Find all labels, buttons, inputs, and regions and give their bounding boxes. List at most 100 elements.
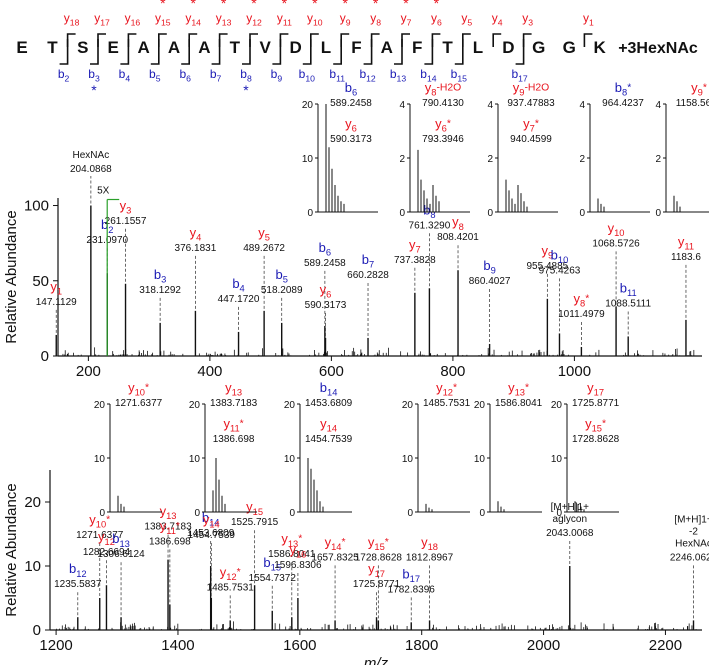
- y-tick-label: 0: [41, 348, 49, 365]
- peak-mz-label: 1282.6694: [83, 547, 131, 558]
- inset-y10star: 0 10 20 y10*1271.6377: [94, 380, 163, 519]
- residue-a: A: [168, 38, 180, 57]
- peak-ion-label: b2: [101, 217, 113, 235]
- y-cleavage-mark: [583, 33, 593, 47]
- inset-y-tick-label: 20: [189, 400, 201, 411]
- peak-ion-label: y17: [368, 561, 385, 579]
- peak-mz-label: 1453.6809: [187, 528, 235, 539]
- peak-ion-label: y5: [258, 225, 270, 243]
- inset-y-tick-label: 2: [399, 154, 405, 165]
- inset-y-tick-label: 0: [579, 208, 585, 219]
- peak-mz-label: 318.1292: [139, 285, 181, 296]
- inset-y-tick-label: 0: [407, 508, 413, 519]
- peak-ion-label: b13: [112, 531, 130, 549]
- inset-mz-label: 589.2458: [330, 98, 372, 109]
- peak-mz-label: 1657.8325: [311, 552, 359, 563]
- peak-ion-label: y14: [203, 512, 220, 530]
- peak-ion-label: y6: [320, 282, 332, 300]
- peak-ion-label: b15: [263, 555, 281, 573]
- inset-y-tick-label: 4: [399, 100, 405, 111]
- peak-mz-label: 955.4885: [527, 261, 569, 272]
- inset-mz-label: 1454.7539: [305, 434, 353, 445]
- inset-y-tick-label: 2: [579, 154, 585, 165]
- inset-ion-label: b6: [345, 80, 357, 98]
- glyco-star: *: [221, 0, 227, 11]
- inset-y-tick-label: 10: [474, 454, 486, 465]
- y-fragment-label: y8: [370, 11, 381, 27]
- peak-mz-label: 660.2828: [347, 270, 389, 281]
- inset-y-tick-label: 0: [479, 508, 485, 519]
- b-fragment-label: b11: [329, 67, 345, 83]
- inset-mz-label: 1453.6809: [305, 398, 353, 409]
- inset-ion-label: y13*: [508, 380, 529, 398]
- y-cleavage-mark: [309, 33, 319, 47]
- inset-mz-label: 1383.7183: [210, 398, 258, 409]
- y-fragment-label: y13: [216, 11, 232, 27]
- peak-mz-label: 1271.6377: [76, 530, 124, 541]
- peak-ion-label: y8*: [574, 291, 590, 309]
- residue-s: S: [77, 38, 88, 57]
- residue-e: E: [16, 38, 27, 57]
- y-fragment-label: y10: [307, 11, 323, 27]
- peak-mz-label: 589.2458: [304, 258, 346, 269]
- b-fragment-label: b9: [271, 67, 283, 83]
- inset-y13star: 0 10 20 y13*1586.8041: [474, 380, 543, 519]
- peak-mz-label: 1454.7539: [188, 530, 236, 541]
- inset-y9star: 0 2 4 y9*1158.5685: [655, 80, 709, 219]
- peak-ion-label: [M+H]1+: [674, 514, 709, 525]
- y-cleavage-mark: [401, 33, 410, 47]
- glyco-star: *: [342, 0, 348, 11]
- inset-b8star: 0 2 4 b8*964.4237: [579, 80, 650, 219]
- peak-mz-label: 1782.8396: [388, 584, 436, 595]
- peak-mz-label: 1306.6124: [97, 549, 145, 560]
- inset-mz-label: 1586.8041: [495, 398, 543, 409]
- y-cleavage-mark: [431, 33, 441, 47]
- peak-mz-label: 1725.8771: [353, 579, 401, 590]
- inset-mz-label: 1386.698: [213, 434, 255, 445]
- peak-mz-label: 489.2672: [243, 243, 285, 254]
- b-fragment-label: b15: [451, 67, 467, 83]
- residue-f: F: [412, 38, 422, 57]
- inset-y-tick-label: 2: [655, 154, 661, 165]
- glyco-star: *: [91, 82, 97, 98]
- inset-ion-label: y9*: [691, 80, 707, 98]
- y-cleavage-mark: [370, 33, 380, 47]
- peak-ion-label: y18: [421, 534, 438, 552]
- inset-mz-label: 590.3173: [330, 134, 372, 145]
- peak-mz-label: 1728.8628: [355, 552, 403, 563]
- b-fragment-label: b17: [511, 67, 527, 83]
- inset-mz-label: 1485.7531: [423, 398, 471, 409]
- inset-y-tick-label: 0: [487, 208, 493, 219]
- inset-y-tick-label: 10: [402, 454, 414, 465]
- inset-ion-label: y14: [320, 416, 337, 434]
- b-cleavage-mark: [211, 39, 221, 65]
- peak-ion-label: aglycon: [553, 514, 587, 525]
- peak-mz-label: 975.4263: [539, 265, 581, 276]
- y-cleavage-mark: [340, 33, 350, 47]
- peak-ion-label: b4: [232, 276, 244, 294]
- residue-k: K: [593, 38, 606, 57]
- residue-a: A: [137, 38, 149, 57]
- residue-e: E: [108, 38, 119, 57]
- inset-ion-label: b8*: [615, 80, 631, 98]
- y-fragment-label: y16: [125, 11, 141, 27]
- peak-mz-label: 1383.7183: [144, 522, 192, 533]
- peak-mz-label: 1485.7531: [207, 582, 255, 593]
- peak-ion-label: y13: [160, 504, 177, 522]
- y-cleavage-mark: [218, 33, 228, 47]
- inset-y-tick-label: 10: [189, 454, 201, 465]
- glyco-star: *: [190, 0, 196, 11]
- inset-mz-label: 964.4237: [602, 98, 644, 109]
- inset-mz-label: 1728.8628: [572, 434, 620, 445]
- peak-ion-label: y10*: [89, 512, 110, 530]
- inset-mz-label: 937.47883: [507, 98, 555, 109]
- x-tick-label: 1800: [405, 637, 438, 654]
- inset-ion-label: y15*: [585, 416, 606, 434]
- inset-y-tick-label: 10: [94, 454, 106, 465]
- y-fragment-label: y15: [155, 11, 171, 27]
- peak-ion-label: b5: [275, 267, 287, 285]
- peak-ion-label: y12: [98, 529, 115, 547]
- peak-mz-label: 808.4201: [437, 232, 479, 243]
